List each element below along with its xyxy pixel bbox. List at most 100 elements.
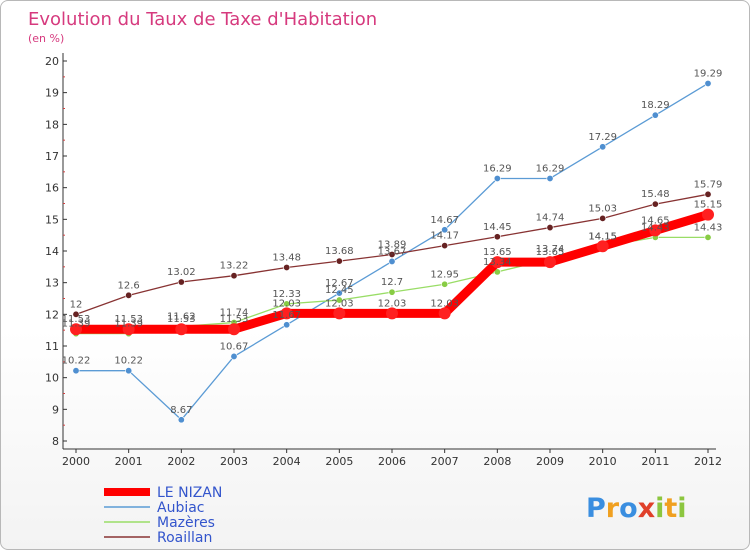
data-label: 19.29 xyxy=(694,68,723,79)
axes: 8 9 10 11 12 13 14 15 16 17 18 19 20 2000 2001 2002 2003… xyxy=(45,53,722,468)
chart-title: Evolution du Taux de Taxe d'Habitation xyxy=(28,9,377,30)
data-point xyxy=(122,323,135,336)
proxiti-logo: Proxiti xyxy=(586,493,687,524)
data-label: 12.67 xyxy=(325,278,354,289)
data-point xyxy=(544,256,556,269)
y-tick-label: 20 xyxy=(45,55,59,68)
data-label: 12.6 xyxy=(118,280,140,291)
data-label: 10.22 xyxy=(62,356,91,367)
data-label: 11.67 xyxy=(272,310,301,321)
data-label: 14.67 xyxy=(430,215,459,226)
y-tick-label: 18 xyxy=(45,118,59,131)
data-point xyxy=(596,240,609,253)
data-point xyxy=(704,79,712,87)
y-tick-label: 8 xyxy=(52,435,59,448)
data-label: 14.74 xyxy=(536,213,565,224)
data-label: 11.53 xyxy=(167,314,196,325)
data-label: 13.48 xyxy=(272,252,301,263)
y-tick-label: 14 xyxy=(45,245,59,258)
y-tick-label: 19 xyxy=(45,87,59,100)
data-point xyxy=(230,272,238,280)
data-point xyxy=(704,190,712,198)
x-tick-label: 2000 xyxy=(62,455,90,468)
data-label: 8.67 xyxy=(170,405,192,416)
data-point xyxy=(283,300,291,308)
data-label: 11.53 xyxy=(62,314,91,325)
data-label: 13.34 xyxy=(483,257,512,268)
data-point xyxy=(280,307,293,320)
data-label: 15.48 xyxy=(641,189,670,200)
data-label: 13.74 xyxy=(536,244,565,255)
data-point xyxy=(493,233,501,241)
x-tick-label: 2011 xyxy=(641,455,669,468)
y-tick-label: 17 xyxy=(45,150,59,163)
data-point xyxy=(388,288,396,296)
data-label: 13.89 xyxy=(378,239,407,250)
legend-label: Roaillan xyxy=(157,530,212,546)
logo-letter: i xyxy=(677,493,686,524)
data-point xyxy=(177,278,185,286)
data-point xyxy=(335,289,343,297)
data-point xyxy=(335,257,343,265)
data-label: 16.29 xyxy=(483,163,512,174)
data-label: 14.15 xyxy=(588,231,617,242)
legend-label: Aubiac xyxy=(157,500,205,516)
data-label: 15.15 xyxy=(694,200,723,211)
x-tick-label: 2012 xyxy=(694,455,722,468)
data-point xyxy=(704,233,712,241)
logo-letter: x xyxy=(638,493,655,524)
data-point xyxy=(72,310,80,318)
data-label: 16.29 xyxy=(536,163,565,174)
data-label: 18.29 xyxy=(641,100,670,111)
y-tick-label: 10 xyxy=(45,372,59,385)
x-tick-label: 2006 xyxy=(378,455,406,468)
x-tick-label: 2010 xyxy=(589,455,617,468)
data-point xyxy=(441,280,449,288)
data-label: 14.17 xyxy=(430,231,459,242)
data-label: 13.67 xyxy=(378,246,407,257)
data-point xyxy=(283,321,291,329)
x-tick-label: 2001 xyxy=(115,455,143,468)
data-point xyxy=(546,224,554,232)
data-label: 12.03 xyxy=(325,298,354,309)
data-point xyxy=(335,296,343,304)
data-point xyxy=(491,256,504,269)
logo-letter: P xyxy=(586,493,606,524)
y-tick-label: 11 xyxy=(45,340,59,353)
data-point xyxy=(702,208,714,221)
y-tick-label: 15 xyxy=(45,213,59,226)
logo-letter: t xyxy=(664,493,677,524)
data-label: 12.95 xyxy=(430,269,459,280)
data-point xyxy=(651,200,659,208)
data-point xyxy=(546,174,554,182)
data-point xyxy=(177,416,185,424)
y-tick-label: 9 xyxy=(52,403,59,416)
data-label: 13.22 xyxy=(220,261,249,272)
data-label: 13.65 xyxy=(536,247,565,258)
data-point xyxy=(333,307,346,320)
data-point xyxy=(441,242,449,250)
data-label: 12.03 xyxy=(378,298,407,309)
data-point xyxy=(70,323,82,336)
data-label: 13.68 xyxy=(325,246,354,257)
chart-subtitle: (en %) xyxy=(28,32,64,45)
x-tick-label: 2004 xyxy=(273,455,301,468)
data-label: 14.45 xyxy=(483,222,512,233)
data-point xyxy=(649,224,662,237)
data-label: 11.39 xyxy=(62,319,91,330)
data-point xyxy=(438,307,451,320)
x-tick-label: 2002 xyxy=(167,455,195,468)
data-label: 14.15 xyxy=(588,231,617,242)
data-label: 14.43 xyxy=(694,222,723,233)
y-tick-label: 16 xyxy=(45,182,59,195)
data-point xyxy=(72,367,80,375)
data-point xyxy=(599,214,607,222)
data-label: 15.79 xyxy=(694,179,723,190)
data-label: 11.53 xyxy=(220,314,249,325)
data-point xyxy=(599,143,607,151)
data-label: 14.43 xyxy=(641,222,670,233)
legend-label: LE NIZAN xyxy=(157,485,222,501)
